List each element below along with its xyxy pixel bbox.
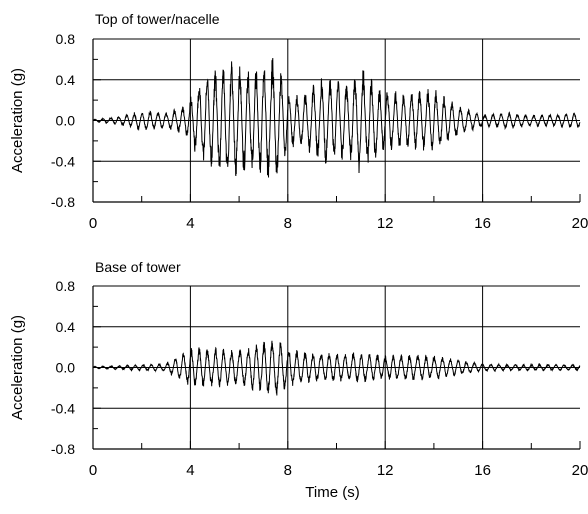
x-tick-label: 4 [186,215,194,232]
x-tick-label: 16 [474,462,491,479]
x-tick-label: 20 [572,215,588,232]
chart-title: Base of tower [95,259,181,275]
x-tick-label: 12 [377,215,394,232]
panel-top-of-tower: Top of tower/nacelle 0 4 8 12 16 20 0.8 0.4 0.0 -0… [9,11,588,232]
y-tick-label: -0.8 [51,194,75,210]
x-tick-label: 0 [89,462,97,479]
y-tick-label: 0.0 [56,360,76,376]
series-line [92,58,581,178]
y-tick-label: -0.4 [51,153,75,169]
x-tick-label: 12 [377,462,394,479]
y-tick-label: 0.8 [56,278,76,294]
panel-base-of-tower: Base of tower 0 4 8 12 16 20 0.8 0.4 0.0 -0.4 -0.8 A… [9,259,588,501]
x-tick-label: 8 [284,462,292,479]
y-tick-label: 0.4 [56,319,76,335]
y-tick-label: 0.0 [56,113,76,129]
chart-title: Top of tower/nacelle [95,11,220,27]
x-tick-label: 0 [89,215,97,232]
x-tick-label: 8 [284,215,292,232]
x-tick-label: 16 [474,215,491,232]
y-tick-label: -0.8 [51,441,75,457]
x-tick-label: 4 [186,462,194,479]
x-tick-label: 20 [572,462,588,479]
y-axis-label: Acceleration (g) [9,68,26,173]
y-tick-label: 0.4 [56,72,76,88]
y-axis-label: Acceleration (g) [9,315,26,420]
series-line [92,340,581,396]
y-tick-label: 0.8 [56,31,76,47]
y-tick-label: -0.4 [51,400,75,416]
x-axis-label: Time (s) [305,484,359,501]
